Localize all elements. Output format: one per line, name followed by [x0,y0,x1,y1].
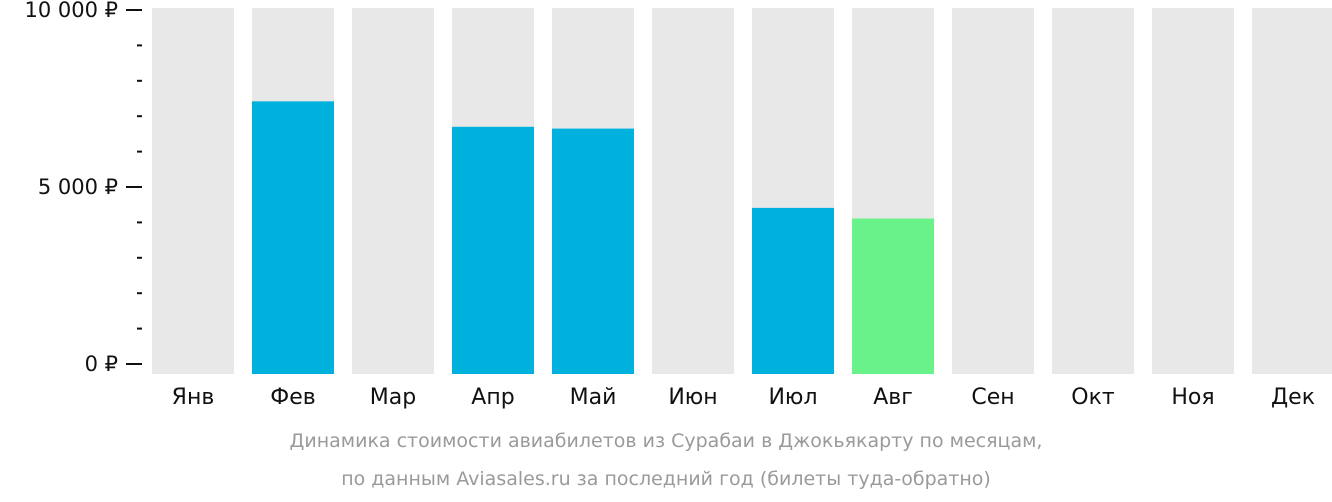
x-tick-label: Фев [270,385,315,410]
x-tick-label: Мар [370,385,416,410]
caption-line-2: по данным Aviasales.ru за последний год … [341,468,991,490]
bars [252,101,934,374]
y-tick-label: 0 ₽ [85,352,118,376]
x-tick-label: Сен [971,385,1014,410]
bar-2[interactable] [252,101,334,374]
background-column [352,8,434,374]
bar-5[interactable] [552,128,634,374]
x-tick-label: Авг [873,385,913,410]
x-tick-label: Июл [768,385,817,410]
x-tick-label: Апр [471,385,514,410]
x-tick-label: Янв [172,385,215,410]
price-chart: 0 ₽ 5 000 ₽ 10 000 ₽ Янв Фев Мар Апр Май Июн Июл… [24,0,1332,410]
x-tick-label: Май [570,385,617,410]
y-axis: 0 ₽ 5 000 ₽ 10 000 ₽ [24,0,142,376]
background-column [952,8,1034,374]
background-column [1052,8,1134,374]
caption-line-1: Динамика стоимости авиабилетов из Сураба… [289,430,1043,452]
x-tick-label: Окт [1071,385,1115,410]
x-tick-label: Июн [668,385,717,410]
y-tick-label: 5 000 ₽ [38,175,118,199]
background-column [652,8,734,374]
x-tick-label: Ноя [1171,385,1214,410]
background-column [1152,8,1234,374]
y-tick-label: 10 000 ₽ [24,0,118,22]
bar-7[interactable] [752,207,834,374]
x-tick-label: Дек [1271,385,1315,410]
background-column [152,8,234,374]
bar-4[interactable] [452,126,534,374]
x-axis-labels: Янв Фев Мар Апр Май Июн Июл Авг Сен Окт Ноя Дек [172,385,1315,410]
bar-8[interactable] [852,218,934,374]
background-column [1252,8,1332,374]
